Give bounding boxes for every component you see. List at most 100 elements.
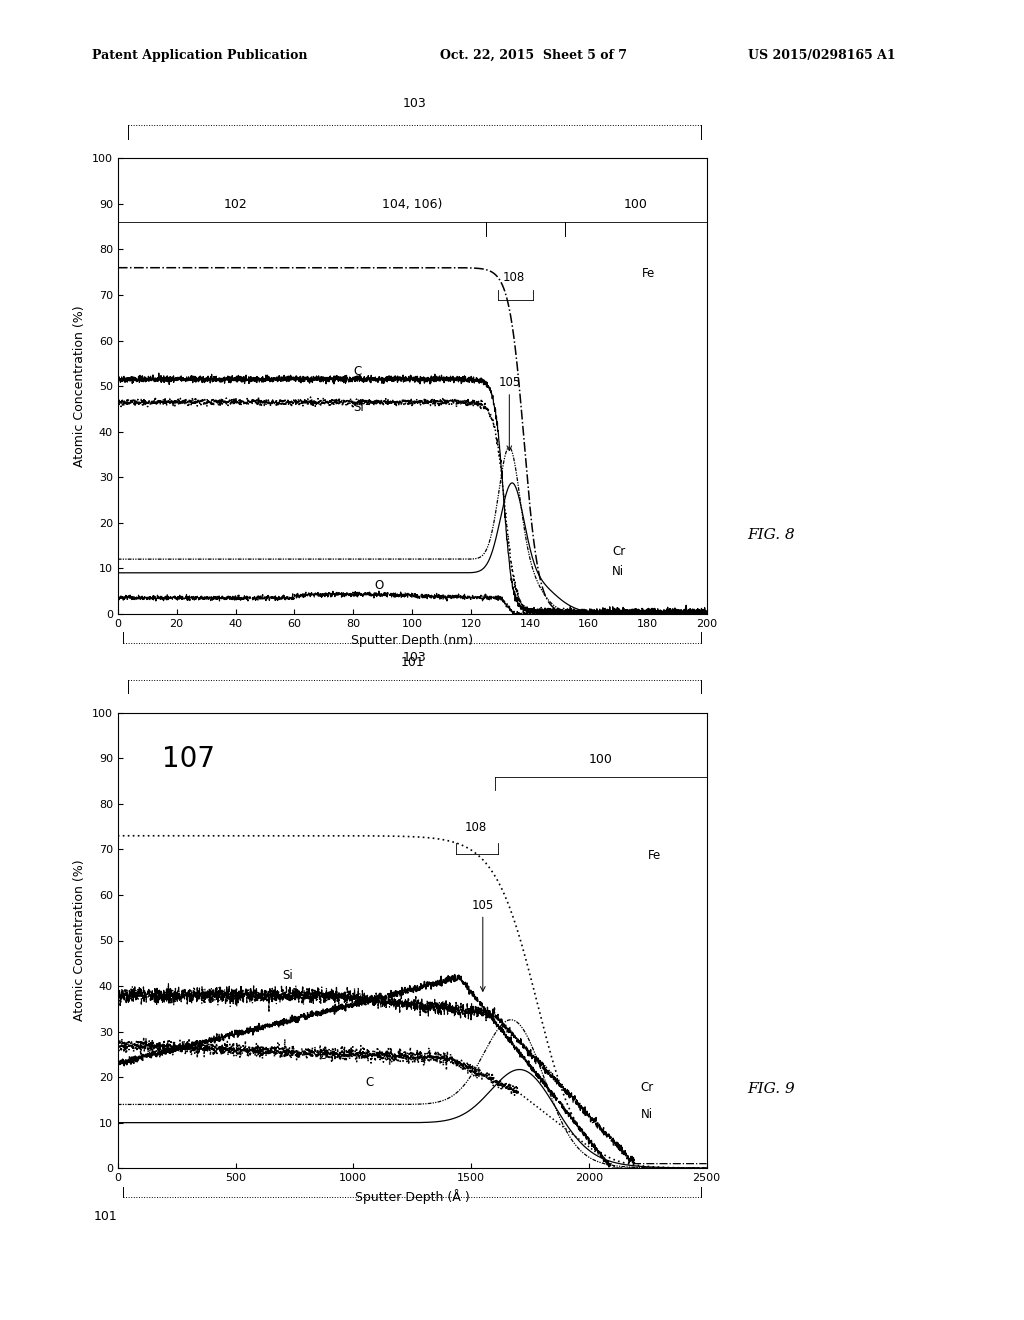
C: [179, 1039, 191, 1055]
Cr: [112, 1097, 124, 1113]
Text: 107: 107: [162, 746, 215, 774]
Text: 100: 100: [589, 752, 612, 766]
O: [626, 605, 638, 620]
C: [689, 1160, 701, 1176]
Text: Cr: Cr: [612, 545, 626, 557]
Text: FIG. 9: FIG. 9: [748, 1082, 796, 1096]
Text: Patent Application Publication: Patent Application Publication: [92, 49, 307, 62]
Text: 105: 105: [472, 899, 494, 991]
Fe: [179, 260, 191, 276]
O: [214, 590, 226, 606]
Fe: [337, 260, 349, 276]
Cr: [700, 606, 713, 622]
Cr: [689, 606, 701, 622]
O: [507, 606, 519, 622]
Si: [364, 991, 376, 1007]
C: [179, 372, 191, 388]
Fe: [179, 828, 191, 843]
Si: [338, 392, 350, 408]
C: [338, 375, 350, 391]
Line: Ni: Ni: [118, 483, 707, 614]
Cr: [362, 552, 375, 568]
Line: Fe: Fe: [118, 836, 707, 1168]
Si: [214, 393, 226, 409]
Text: 104, 106): 104, 106): [382, 198, 442, 211]
Si: [252, 389, 264, 405]
O: [337, 586, 349, 602]
C: [700, 1160, 713, 1176]
Ni: [112, 1115, 124, 1131]
Cr: [179, 552, 191, 568]
Si: [626, 605, 638, 620]
Cr: [362, 1097, 375, 1113]
Cr: [179, 1097, 191, 1113]
C: [153, 366, 165, 381]
Si: [626, 1152, 638, 1168]
Fe: [689, 1160, 701, 1176]
Line: Ni: Ni: [118, 1069, 707, 1168]
Fe: [112, 828, 124, 843]
Text: US 2015/0298165 A1: US 2015/0298165 A1: [748, 49, 895, 62]
Text: Si: Si: [353, 401, 364, 414]
Cr: [503, 440, 515, 455]
Si: [689, 605, 701, 620]
O: [179, 1036, 191, 1052]
Ni: [700, 1160, 713, 1176]
Line: Si: Si: [118, 397, 707, 614]
Fe: [700, 606, 713, 622]
O: [338, 1049, 350, 1065]
Cr: [214, 1097, 226, 1113]
C: [362, 993, 375, 1008]
Text: 102: 102: [223, 198, 248, 211]
Line: Fe: Fe: [118, 268, 707, 614]
O: [689, 1160, 701, 1176]
C: [214, 371, 226, 387]
Line: Cr: Cr: [118, 447, 707, 614]
Text: Oct. 22, 2015  Sheet 5 of 7: Oct. 22, 2015 Sheet 5 of 7: [440, 49, 628, 62]
C: [520, 606, 532, 622]
Cr: [626, 606, 638, 622]
Fe: [626, 1156, 638, 1172]
Text: C: C: [353, 364, 361, 378]
Ni: [179, 565, 191, 581]
Fe: [214, 260, 226, 276]
Ni: [179, 1115, 191, 1131]
Ni: [214, 565, 226, 581]
Cr: [337, 1097, 349, 1113]
Fe: [337, 828, 349, 843]
Text: Fe: Fe: [642, 267, 655, 280]
C: [112, 1057, 124, 1073]
Line: C: C: [118, 374, 707, 614]
Cr: [626, 1159, 638, 1175]
Line: Cr: Cr: [118, 1020, 707, 1168]
Text: 108: 108: [465, 821, 486, 834]
Y-axis label: Atomic Concentration (%): Atomic Concentration (%): [74, 859, 86, 1022]
O: [610, 1160, 623, 1176]
C: [689, 603, 701, 619]
X-axis label: Sputter Depth (Å ): Sputter Depth (Å ): [354, 1188, 470, 1204]
Text: Ni: Ni: [612, 565, 625, 578]
Ni: [513, 1061, 525, 1077]
Si: [214, 979, 226, 995]
Si: [689, 1156, 701, 1172]
C: [112, 371, 124, 387]
Ni: [689, 606, 701, 622]
C: [604, 1160, 616, 1176]
Text: Cr: Cr: [641, 1081, 654, 1094]
Cr: [689, 1160, 701, 1176]
Ni: [700, 606, 713, 622]
Cr: [505, 1012, 517, 1028]
O: [137, 1030, 150, 1045]
O: [700, 605, 713, 620]
Y-axis label: Atomic Concentration (%): Atomic Concentration (%): [74, 305, 86, 467]
Si: [179, 396, 191, 412]
Line: O: O: [118, 590, 707, 614]
Si: [112, 985, 124, 1001]
O: [351, 582, 364, 598]
Si: [700, 606, 713, 622]
Text: O: O: [374, 578, 383, 591]
Text: 103: 103: [402, 96, 427, 110]
O: [364, 1044, 376, 1060]
C: [214, 1032, 226, 1048]
C: [700, 603, 713, 619]
